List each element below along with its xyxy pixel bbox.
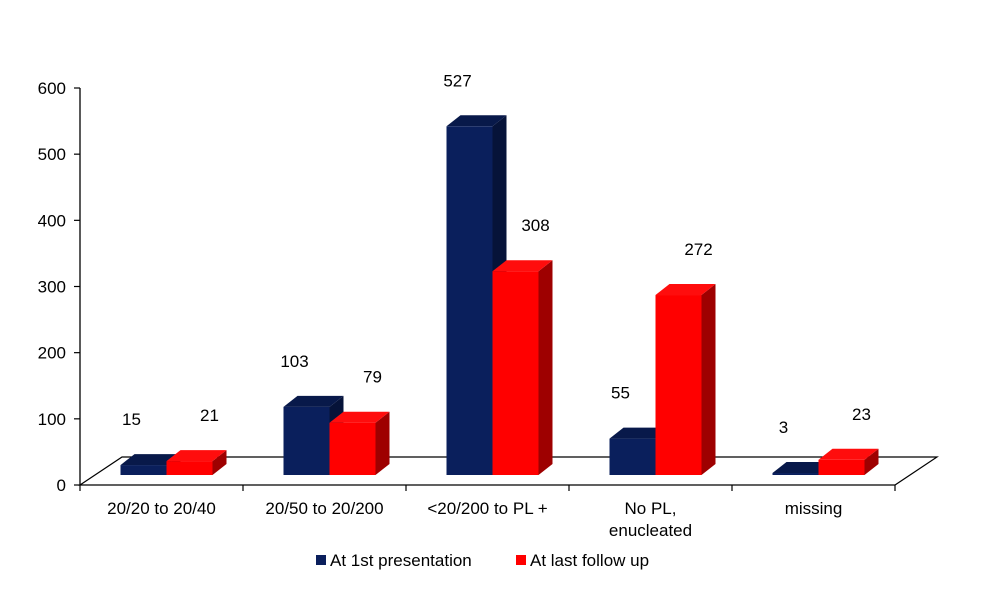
y-tick-label: 300 <box>38 278 66 297</box>
y-tick-label: 600 <box>38 79 66 98</box>
data-label: 308 <box>521 216 549 235</box>
bar-top-face <box>283 395 344 407</box>
data-label: 103 <box>280 352 308 371</box>
y-tick-label: 500 <box>38 145 66 164</box>
data-label: 55 <box>611 384 630 403</box>
data-label: 79 <box>363 368 382 387</box>
x-category-label: <20/200 to PL + <box>427 499 547 518</box>
x-category-label: missing <box>785 499 843 518</box>
bar-top-face <box>120 454 181 466</box>
bar-last-follow-up <box>655 284 716 475</box>
bar-side-face <box>538 260 553 475</box>
bar-last-follow-up <box>166 450 227 475</box>
bar-front-face <box>818 459 865 475</box>
bar-front-face <box>609 438 656 475</box>
y-tick-label: 100 <box>38 410 66 429</box>
bar-last-follow-up <box>329 411 390 475</box>
bar-front-face <box>492 271 539 475</box>
x-category-label: 20/50 to 20/200 <box>265 499 383 518</box>
bar-top-face <box>446 115 507 127</box>
bar-top-face <box>166 450 227 462</box>
bar-top-face <box>655 284 716 296</box>
bar-top-face <box>772 462 833 474</box>
bar-top-face <box>329 411 390 423</box>
x-category-label: enucleated <box>609 521 692 540</box>
x-category-label: No PL, <box>625 499 677 518</box>
data-label: 3 <box>779 418 788 437</box>
data-label: 23 <box>852 405 871 424</box>
legend-swatch <box>316 555 326 565</box>
legend-label: At 1st presentation <box>330 551 472 570</box>
bar-side-face <box>212 450 227 475</box>
data-label: 527 <box>443 71 471 90</box>
y-tick-label: 400 <box>38 211 66 230</box>
data-label: 272 <box>684 240 712 259</box>
y-tick-label: 0 <box>57 476 66 495</box>
legend-swatch <box>516 555 526 565</box>
bar-last-follow-up <box>492 260 553 475</box>
legend-label: At last follow up <box>530 551 649 570</box>
bar-side-face <box>375 411 390 475</box>
bar-front-face <box>120 465 167 475</box>
bar-top-face <box>609 427 670 439</box>
bar-top-face <box>818 448 879 460</box>
data-label: 21 <box>200 406 219 425</box>
bar-front-face <box>166 461 213 475</box>
bar-front-face <box>329 422 376 475</box>
data-label: 15 <box>122 410 141 429</box>
y-tick-label: 200 <box>38 344 66 363</box>
bar-last-follow-up <box>818 448 879 475</box>
bar-front-face <box>446 126 493 475</box>
bar-side-face <box>864 448 879 475</box>
bar-side-face <box>701 284 716 475</box>
bar-front-face <box>655 295 702 475</box>
bar-front-face <box>283 406 330 475</box>
x-category-label: 20/20 to 20/40 <box>107 499 216 518</box>
bar-front-face <box>772 473 819 475</box>
bar-top-face <box>492 260 553 272</box>
